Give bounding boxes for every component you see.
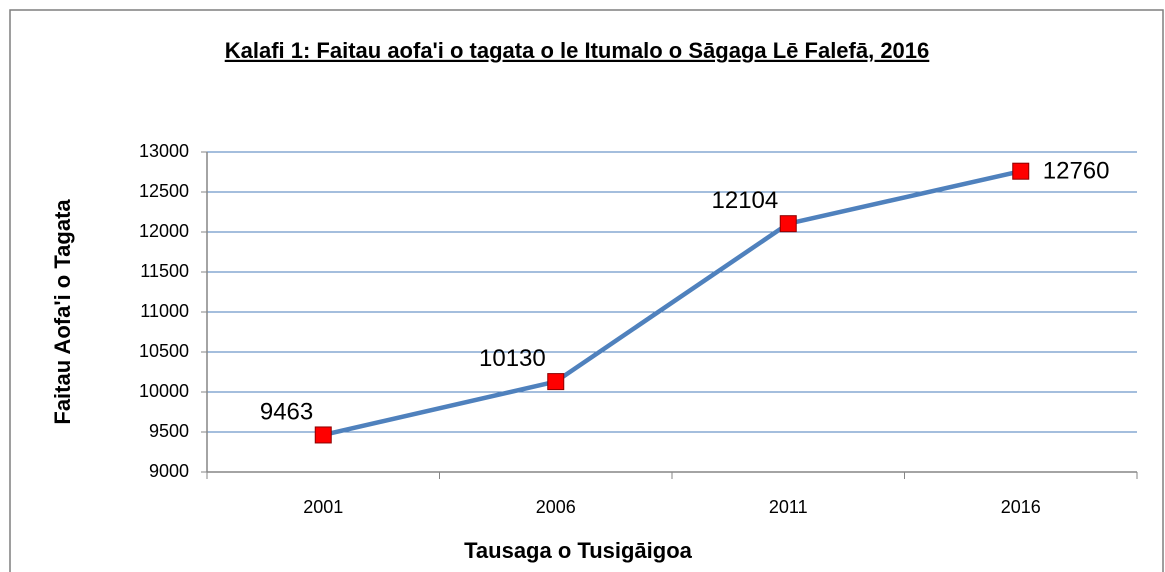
y-axis-title: Faitau Aofa'i o Tagata xyxy=(50,199,75,425)
marker xyxy=(547,373,565,391)
marker xyxy=(779,215,797,233)
marker xyxy=(1012,162,1030,180)
data-label: 12760 xyxy=(1043,158,1110,185)
x-axis-title: Tausaga o Tusigāigoa xyxy=(464,538,693,563)
chart-border xyxy=(9,9,1164,572)
x-tick-label: 2001 xyxy=(303,497,343,517)
x-tick-label: 2006 xyxy=(536,497,576,517)
data-label: 12104 xyxy=(712,187,779,214)
y-tick-label: 12500 xyxy=(139,181,189,201)
y-tick-label: 11000 xyxy=(140,301,189,321)
marker xyxy=(314,426,332,444)
data-label: 9463 xyxy=(260,398,313,425)
y-tick-label: 12000 xyxy=(139,221,189,241)
line xyxy=(322,169,1022,438)
chart-title: Kalafi 1: Faitau aofa'i o tagata o le It… xyxy=(225,38,930,63)
y-tick-label: 9000 xyxy=(149,461,189,481)
y-tick-label: 10000 xyxy=(139,381,189,401)
y-tick-label: 11500 xyxy=(140,261,189,281)
y-tick-label: 10500 xyxy=(139,341,189,361)
y-tick-label: 9500 xyxy=(149,421,189,441)
x-tick-label: 2011 xyxy=(769,497,808,517)
y-tick-label: 13000 xyxy=(139,141,189,161)
x-tick-label: 2016 xyxy=(1001,497,1041,517)
data-label: 10130 xyxy=(479,345,546,372)
